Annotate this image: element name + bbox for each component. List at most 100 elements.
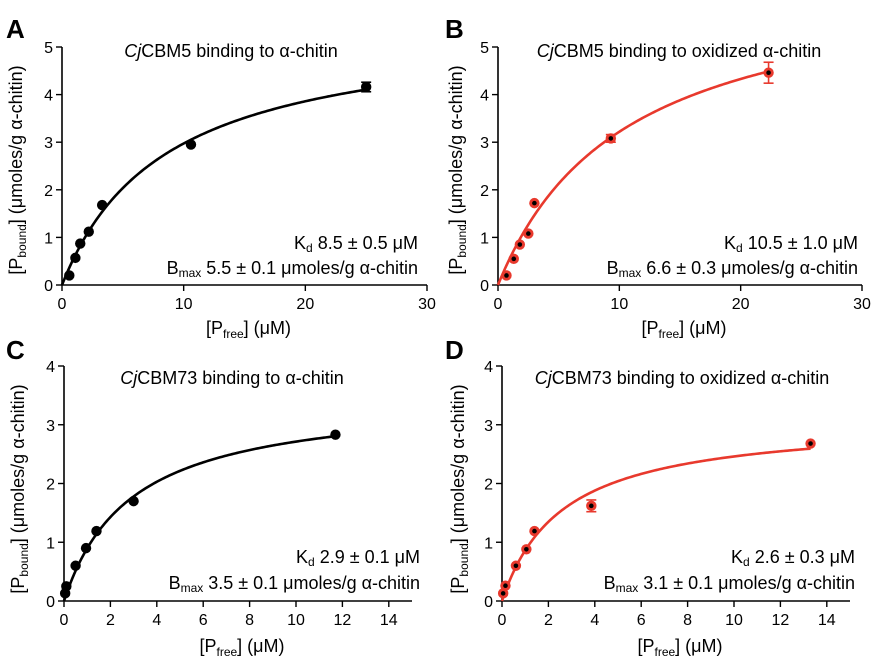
bmax-annotation: Bmax 3.1 ± 0.1 μmoles/g α-chitin <box>604 573 855 595</box>
y-tick-label: 4 <box>44 88 53 105</box>
x-tick-label: 10 <box>287 612 305 629</box>
data-point-center <box>766 70 771 76</box>
y-tick-label: 1 <box>480 230 489 247</box>
x-tick-label: 10 <box>725 612 743 629</box>
panel-title: CjCBM73 binding to oxidized α-chitin <box>535 368 830 388</box>
y-tick-label: 2 <box>480 183 489 200</box>
y-tick-label: 4 <box>480 88 489 105</box>
panel-title: CjCBM5 binding to α-chitin <box>124 41 338 61</box>
x-tick-label: 0 <box>60 612 69 629</box>
x-tick-label: 30 <box>853 296 871 313</box>
x-tick-label: 12 <box>772 612 790 629</box>
x-axis-label: [Pfree] (μM) <box>199 636 284 659</box>
panel-title: CjCBM5 binding to oxidized α-chitin <box>537 41 822 61</box>
data-point-center <box>526 231 531 236</box>
data-point <box>70 252 81 264</box>
data-point <box>185 139 197 150</box>
data-point <box>360 81 372 93</box>
data-point-center <box>504 273 509 278</box>
panel-letter: B <box>445 14 464 44</box>
x-axis-label: [Pfree] (μM) <box>641 318 726 341</box>
y-tick-label: 3 <box>484 418 493 435</box>
bmax-annotation: Bmax 5.5 ± 0.1 μmoles/g α-chitin <box>167 258 418 280</box>
data-point <box>64 270 75 281</box>
fit-curve <box>496 70 769 286</box>
x-tick-label: 10 <box>610 296 628 313</box>
data-point <box>96 199 108 211</box>
data-point <box>75 238 86 249</box>
y-axis-label: [Pbound] (μmoles/g α-chitin) <box>448 384 471 593</box>
x-axis-label: [Pfree] (μM) <box>206 318 291 341</box>
data-point-center <box>500 591 506 596</box>
kd-annotation: Kd 2.6 ± 0.3 μM <box>731 547 855 569</box>
data-point-center <box>503 583 508 589</box>
data-point <box>330 429 341 440</box>
y-tick-label: 0 <box>44 278 53 295</box>
x-tick-label: 0 <box>58 296 67 313</box>
data-point-center <box>808 441 813 446</box>
y-tick-label: 0 <box>46 594 55 611</box>
y-tick-label: 3 <box>44 135 53 152</box>
panel-letter: A <box>6 14 25 44</box>
x-tick-label: 0 <box>494 296 503 313</box>
x-tick-label: 2 <box>544 612 553 629</box>
data-point-center <box>589 503 594 509</box>
data-point-center <box>524 547 529 552</box>
fit-curve <box>60 88 367 286</box>
panel-a: A CjCBM5 binding to α-chitin 0 1 2 3 4 5 0 10 20 30… <box>6 14 436 341</box>
bmax-annotation: Bmax 6.6 ± 0.3 μmoles/g α-chitin <box>607 258 858 280</box>
x-tick-label: 6 <box>637 612 646 629</box>
x-tick-label: 0 <box>498 612 507 629</box>
y-tick-label: 4 <box>484 359 493 376</box>
x-tick-label: 10 <box>175 296 193 313</box>
x-axis-label: [Pfree] (μM) <box>637 636 722 659</box>
panel-b: B CjCBM5 binding to oxidized α-chitin 0 1 2 3… <box>445 14 871 341</box>
y-tick-label: 5 <box>480 40 489 57</box>
x-tick-label: 14 <box>380 612 398 629</box>
y-axis-label: [Pbound] (μmoles/g α-chitin) <box>6 65 29 274</box>
x-tick-label: 8 <box>683 612 692 629</box>
panel-letter: C <box>6 335 25 365</box>
data-point-center <box>532 200 537 206</box>
fit-curve <box>500 447 811 602</box>
data-point <box>83 226 94 237</box>
y-tick-label: 3 <box>480 135 489 152</box>
x-tick-label: 4 <box>152 612 161 629</box>
data-point <box>70 560 81 571</box>
data-point-center <box>532 528 537 534</box>
x-tick-label: 2 <box>106 612 115 629</box>
y-tick-label: 4 <box>46 359 55 376</box>
data-point <box>80 542 92 554</box>
x-tick-label: 6 <box>199 612 208 629</box>
bmax-annotation: Bmax 3.5 ± 0.1 μmoles/g α-chitin <box>169 573 420 595</box>
x-tick-label: 14 <box>818 612 836 629</box>
y-tick-label: 1 <box>46 535 55 552</box>
x-tick-label: 30 <box>418 296 436 313</box>
data-point <box>61 581 72 592</box>
data-point-center <box>513 563 519 569</box>
x-tick-label: 12 <box>334 612 352 629</box>
kd-annotation: Kd 10.5 ± 1.0 μM <box>724 233 858 255</box>
data-point <box>91 525 102 537</box>
x-tick-label: 8 <box>245 612 254 629</box>
x-tick-label: 20 <box>296 296 314 313</box>
panel-letter: D <box>445 335 464 365</box>
y-tick-label: 5 <box>44 40 53 57</box>
y-tick-label: 3 <box>46 418 55 435</box>
data-point <box>128 495 139 507</box>
kd-annotation: Kd 8.5 ± 0.5 μM <box>294 233 418 255</box>
y-tick-label: 1 <box>484 535 493 552</box>
data-point-center <box>511 256 517 262</box>
kd-annotation: Kd 2.9 ± 0.1 μM <box>296 547 420 569</box>
y-tick-label: 0 <box>480 278 489 295</box>
x-tick-label: 4 <box>590 612 599 629</box>
y-tick-label: 2 <box>484 477 493 494</box>
fit-curve <box>62 434 336 602</box>
panel-title: CjCBM73 binding to α-chitin <box>120 368 344 388</box>
y-tick-label: 2 <box>46 477 55 494</box>
y-tick-label: 2 <box>44 183 53 200</box>
y-tick-label: 0 <box>484 594 493 611</box>
